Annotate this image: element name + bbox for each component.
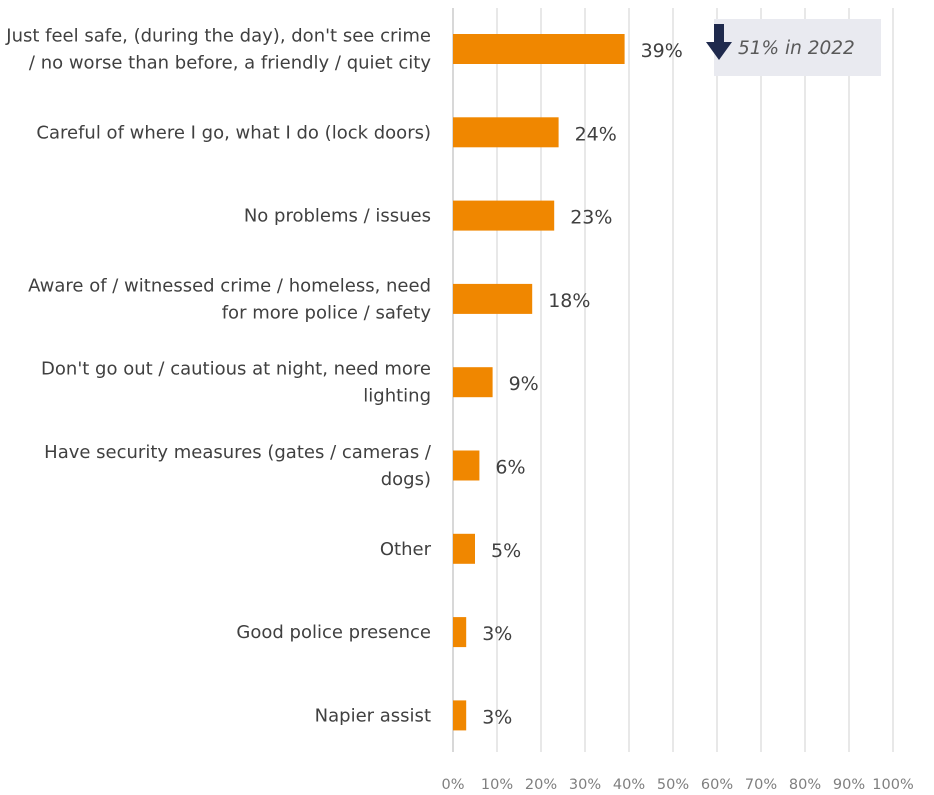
x-tick-label: 70% [745,777,777,793]
x-tick-label: 30% [569,777,601,793]
value-label: 3% [482,706,512,728]
value-label: 23% [570,207,612,229]
category-label: / no worse than before, a friendly / qui… [29,53,431,74]
bar [453,283,533,314]
x-tick-label: 90% [833,777,865,793]
bar [453,533,475,564]
annotation-box [714,19,881,76]
bar [453,700,467,731]
value-label: 9% [509,373,539,395]
x-tick-label: 0% [441,777,464,793]
category-label: Just feel safe, (during the day), don't … [5,26,431,47]
category-label: Napier assist [315,705,431,726]
category-label: Aware of / witnessed crime / homeless, n… [28,275,431,296]
down-arrow-icon [706,24,732,60]
bar [453,117,559,148]
category-label: Don't go out / cautious at night, need m… [41,359,431,380]
value-label: 24% [575,123,617,145]
annotation-text: 51% in 2022 [738,38,855,59]
category-labels: Just feel safe, (during the day), don't … [5,26,432,727]
x-tick-label: 40% [613,777,645,793]
x-tick-label: 20% [525,777,557,793]
x-tick-label: 80% [789,777,821,793]
x-tick-label: 60% [701,777,733,793]
value-label: 18% [548,290,590,312]
category-label: Other [380,539,432,560]
bar [453,367,493,398]
x-tick-label: 100% [872,777,913,793]
annotation: 51% in 2022 [706,19,881,76]
x-tick-label: 10% [481,777,513,793]
bar [453,34,625,64]
category-label: lighting [363,386,431,407]
value-label: 6% [495,457,525,479]
bar [453,617,467,648]
value-label: 39% [641,40,683,62]
value-label: 3% [482,623,512,645]
x-tick-label: 50% [657,777,689,793]
value-label: 5% [491,540,521,562]
category-label: Careful of where I go, what I do (lock d… [36,122,431,143]
bar [453,200,555,231]
x-axis-ticks: 0% 10% 20% 30% 40% 50% 60% 70% 80% 90% 100% [441,777,913,793]
category-label: dogs) [381,469,431,490]
bars [453,34,625,731]
bar [453,450,480,481]
category-label: No problems / issues [244,206,431,227]
category-label: for more police / safety [222,302,432,323]
value-labels: 39% 24% 23% 18% 9% 6% 5% 3% 3% [482,40,683,728]
category-label: Good police presence [236,622,431,643]
category-label: Have security measures (gates / cameras … [44,442,432,463]
